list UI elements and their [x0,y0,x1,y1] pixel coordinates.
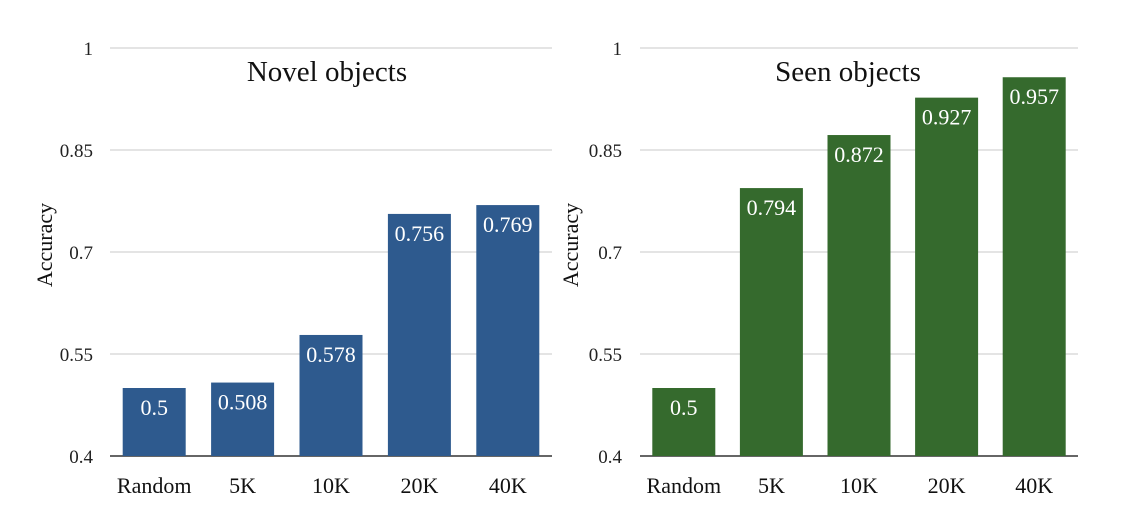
x-tick-label: 5K [229,473,256,498]
x-tick-label: 5K [758,473,785,498]
x-tick-label: 40K [1015,473,1053,498]
data-label: 0.794 [747,195,797,220]
chart-panel-novel-objects: 0.4 0.55 0.7 0.85 1 Novel objects Accuracy 0.5 R… [32,39,552,498]
x-tick-label: 10K [840,473,878,498]
chart-panel-seen-objects: 0.4 0.55 0.7 0.85 1 Seen objects Accuracy 0.5 Ra… [558,39,1078,498]
y-tick-label: 0.55 [589,345,622,366]
data-label: 0.756 [395,221,445,246]
data-label: 0.872 [834,142,884,167]
x-tick-label: 20K [928,473,966,498]
bar-random [652,388,716,456]
data-label: 0.957 [1009,84,1059,109]
data-label: 0.578 [306,342,356,367]
y-tick-label: 1 [613,39,623,60]
data-label: 0.5 [140,395,168,420]
data-label: 0.508 [218,390,268,415]
x-tick-label: Random [647,473,722,498]
y-axis-label: Accuracy [558,203,583,287]
bar-20k [915,97,979,456]
bar-40k [476,205,540,456]
data-label: 0.769 [483,212,533,237]
x-tick-label: 10K [312,473,350,498]
y-tick-label: 0.4 [69,447,93,468]
bar-20k [387,213,451,456]
y-tick-label: 0.55 [60,345,93,366]
chart-title: Novel objects [247,56,407,88]
bar-5k [211,382,275,456]
y-tick-label: 0.85 [589,141,622,162]
y-tick-label: 0.7 [69,243,93,264]
y-tick-label: 0.7 [598,243,622,264]
bar-5k [739,188,803,456]
bar-40k [1002,77,1066,457]
data-label: 0.927 [922,105,972,130]
data-label: 0.5 [670,395,698,420]
y-axis-label: Accuracy [32,203,57,287]
y-tick-label: 1 [84,39,94,60]
x-tick-label: Random [117,473,192,498]
x-tick-label: 20K [400,473,438,498]
bar-10k [299,334,363,456]
y-tick-label: 0.4 [598,447,622,468]
x-tick-label: 40K [489,473,527,498]
bar-random [122,388,186,456]
y-tick-label: 0.85 [60,141,93,162]
chart-title: Seen objects [775,56,921,88]
bar-10k [827,135,891,457]
